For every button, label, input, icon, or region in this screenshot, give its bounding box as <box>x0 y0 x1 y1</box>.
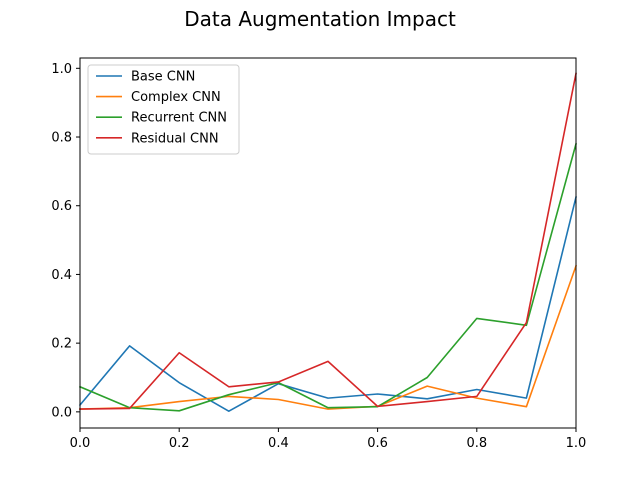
y-tick-label: 0.2 <box>51 337 72 352</box>
chart-title: Data Augmentation Impact <box>184 7 456 31</box>
x-tick-label: 0.6 <box>367 436 388 451</box>
axes-frame <box>79 57 577 429</box>
series-line-2 <box>78 142 577 412</box>
x-tick-label: 0.8 <box>466 436 487 451</box>
y-axis: 0.0 0.2 0.4 0.6 0.8 1.0 <box>51 62 80 420</box>
y-tick-label: 0.0 <box>51 405 72 420</box>
lines-layer <box>78 72 578 412</box>
x-tick-label: 0.4 <box>268 436 289 451</box>
series-line-3 <box>79 72 577 410</box>
series-line-1 <box>79 264 578 410</box>
y-tick-label: 0.6 <box>51 199 72 214</box>
x-tick-label: 1.0 <box>566 436 587 451</box>
legend-box <box>87 64 240 155</box>
legend-label-0: Base CNN <box>131 70 195 85</box>
y-tick-label: 1.0 <box>51 62 72 77</box>
x-tick-label: 0.2 <box>169 436 190 451</box>
x-axis: 0.0 0.2 0.4 0.6 0.8 1.0 <box>70 428 587 451</box>
series-line-0 <box>78 196 577 412</box>
y-tick-label: 0.8 <box>51 131 72 146</box>
legend-label-3: Residual CNN <box>131 131 219 146</box>
x-tick-label: 0.0 <box>70 436 91 451</box>
plot-area <box>78 57 578 429</box>
legend-label-2: Recurrent CNN <box>131 111 227 126</box>
y-tick-label: 0.4 <box>51 268 72 283</box>
legend-label-1: Complex CNN <box>131 90 221 105</box>
legend: Base CNN Complex CNN Recurrent CNN Residual… <box>87 64 240 155</box>
